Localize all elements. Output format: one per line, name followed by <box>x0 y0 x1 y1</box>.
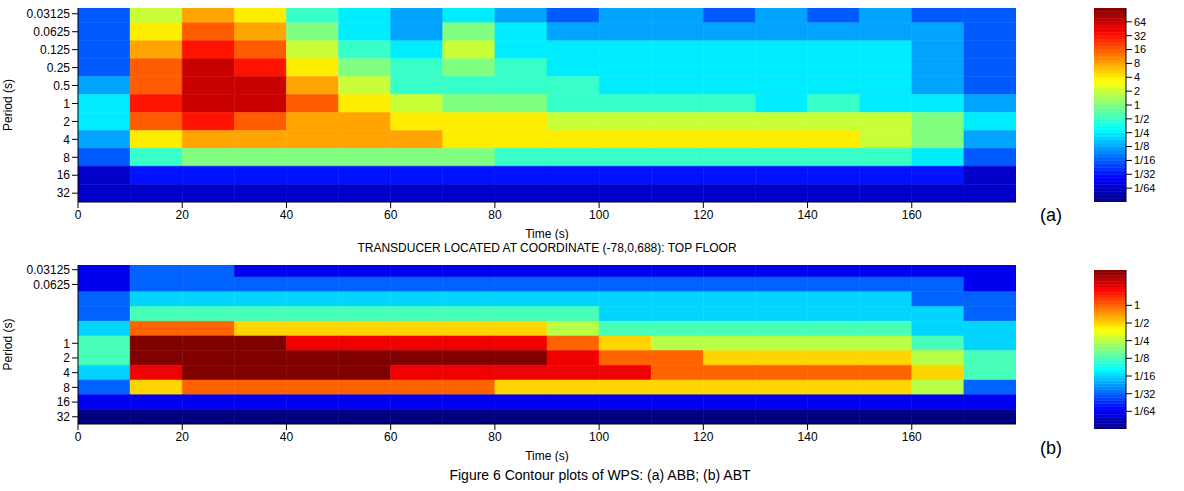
svg-text:1/4: 1/4 <box>1134 335 1149 347</box>
svg-text:120: 120 <box>693 208 713 222</box>
html-text:(a): (a) <box>1040 205 1062 225</box>
svg-text:4: 4 <box>1134 71 1140 83</box>
svg-text:1/16: 1/16 <box>1134 370 1155 382</box>
svg-text:140: 140 <box>798 208 818 222</box>
svg-text:8: 8 <box>1134 57 1140 69</box>
svg-text:1/64: 1/64 <box>1134 405 1155 417</box>
svg-text:0: 0 <box>75 430 82 444</box>
html-text:(b): (b) <box>1040 438 1062 458</box>
svg-text:0.0625: 0.0625 <box>33 278 70 292</box>
svg-text:16: 16 <box>57 395 71 409</box>
svg-text:0.0625: 0.0625 <box>33 25 70 39</box>
svg-text:120: 120 <box>693 430 713 444</box>
svg-text:1/64: 1/64 <box>1134 182 1155 194</box>
svg-text:Period (s): Period (s) <box>1 318 15 370</box>
svg-text:0.03125: 0.03125 <box>27 263 71 277</box>
svg-text:16: 16 <box>57 168 71 182</box>
svg-text:2: 2 <box>63 115 70 129</box>
svg-text:16: 16 <box>1134 43 1146 55</box>
svg-text:80: 80 <box>488 430 502 444</box>
svg-text:20: 20 <box>176 208 190 222</box>
svg-text:32: 32 <box>1134 30 1146 42</box>
svg-text:2: 2 <box>1134 85 1140 97</box>
svg-text:0.5: 0.5 <box>53 79 70 93</box>
html-text:Figure 6 Contour plots of WPS:: Figure 6 Contour plots of WPS: (a) ABB; … <box>449 467 751 483</box>
svg-text:1/32: 1/32 <box>1134 388 1155 400</box>
svg-text:140: 140 <box>798 430 818 444</box>
svg-text:160: 160 <box>902 208 922 222</box>
svg-text:1: 1 <box>63 337 70 351</box>
svg-text:2: 2 <box>63 351 70 365</box>
svg-text:1/2: 1/2 <box>1134 113 1149 125</box>
svg-text:0: 0 <box>75 208 82 222</box>
svg-text:32: 32 <box>57 410 71 424</box>
svg-text:4: 4 <box>63 133 70 147</box>
svg-text:Time (s): Time (s) <box>525 227 569 240</box>
svg-text:100: 100 <box>589 208 609 222</box>
svg-text:4: 4 <box>63 366 70 380</box>
svg-text:1/2: 1/2 <box>1134 317 1149 329</box>
svg-text:40: 40 <box>280 208 294 222</box>
svg-text:Period (s): Period (s) <box>1 79 15 131</box>
svg-text:8: 8 <box>63 151 70 165</box>
svg-text:40: 40 <box>280 430 294 444</box>
svg-text:1/8: 1/8 <box>1134 352 1149 364</box>
svg-text:60: 60 <box>384 430 398 444</box>
svg-text:Time (s): Time (s) <box>525 449 569 462</box>
svg-text:60: 60 <box>384 208 398 222</box>
svg-text:8: 8 <box>63 381 70 395</box>
svg-text:1/4: 1/4 <box>1134 127 1149 139</box>
svg-text:0.125: 0.125 <box>40 43 70 57</box>
html-text:TRANSDUCER LOCATED AT COORDINA: TRANSDUCER LOCATED AT COORDINATE (-78,0,… <box>357 241 737 255</box>
svg-text:1/16: 1/16 <box>1134 154 1155 166</box>
svg-text:0.25: 0.25 <box>47 61 71 75</box>
svg-text:80: 80 <box>488 208 502 222</box>
svg-text:20: 20 <box>176 430 190 444</box>
svg-text:1: 1 <box>1134 299 1140 311</box>
svg-text:1/8: 1/8 <box>1134 140 1149 152</box>
svg-text:64: 64 <box>1134 16 1146 28</box>
svg-text:160: 160 <box>902 430 922 444</box>
svg-text:32: 32 <box>57 186 71 200</box>
svg-text:1: 1 <box>63 97 70 111</box>
svg-text:0.03125: 0.03125 <box>27 7 71 21</box>
svg-text:1: 1 <box>1134 99 1140 111</box>
svg-text:100: 100 <box>589 430 609 444</box>
svg-text:1/32: 1/32 <box>1134 168 1155 180</box>
